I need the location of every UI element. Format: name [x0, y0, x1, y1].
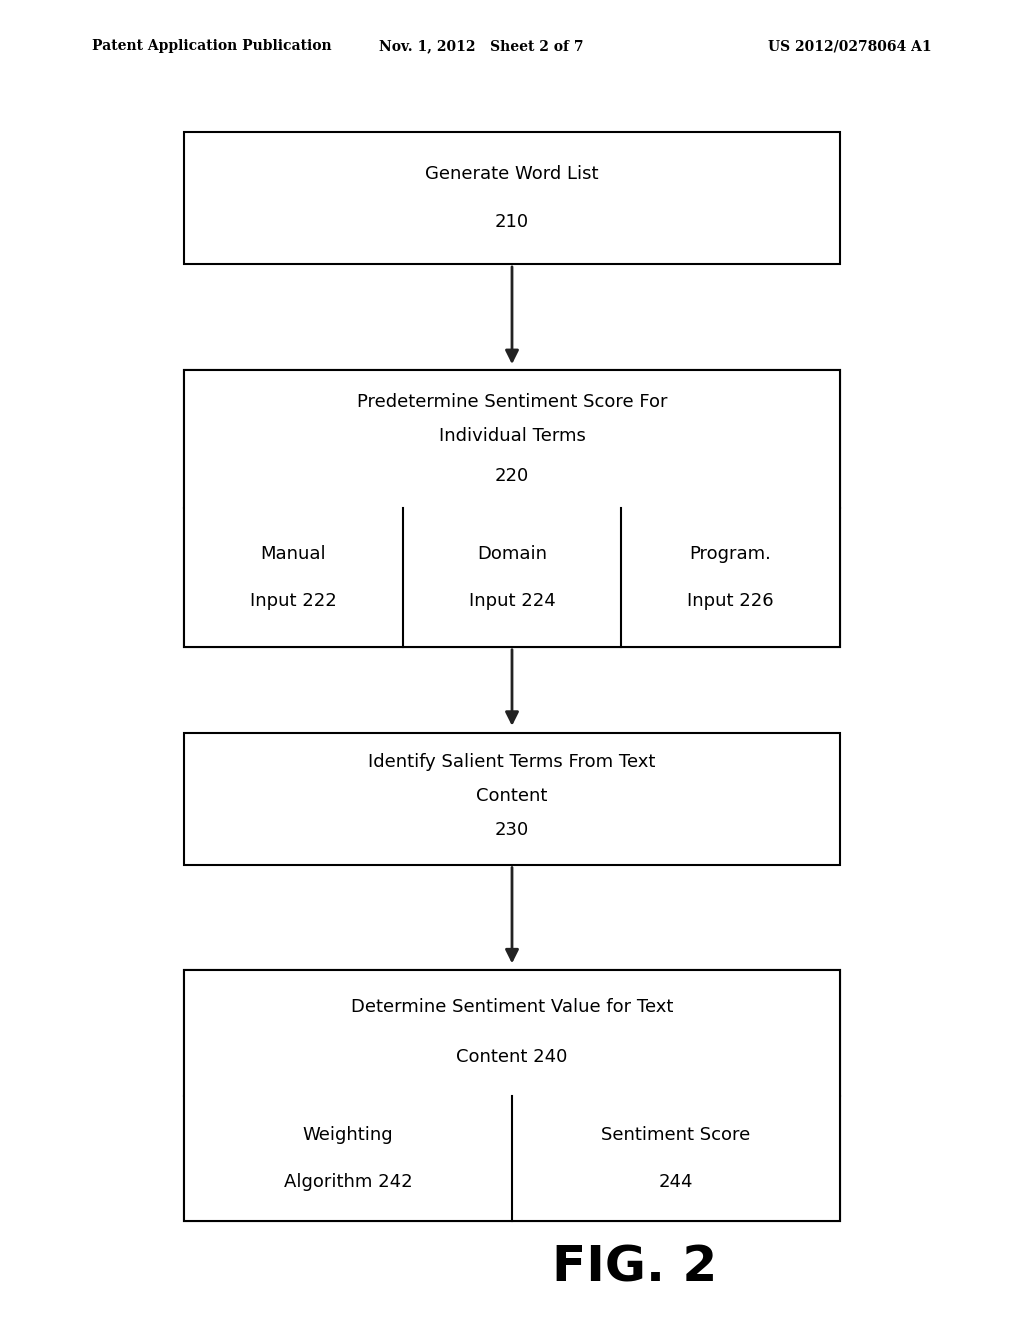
Text: Manual: Manual	[261, 545, 327, 562]
FancyBboxPatch shape	[184, 132, 840, 264]
Text: US 2012/0278064 A1: US 2012/0278064 A1	[768, 40, 932, 53]
Text: Content 240: Content 240	[457, 1048, 567, 1065]
Text: Input 226: Input 226	[687, 593, 774, 610]
Text: Patent Application Publication: Patent Application Publication	[92, 40, 332, 53]
Text: FIG. 2: FIG. 2	[552, 1243, 718, 1291]
FancyBboxPatch shape	[184, 970, 840, 1096]
Text: Determine Sentiment Value for Text: Determine Sentiment Value for Text	[351, 998, 673, 1015]
Text: Algorithm 242: Algorithm 242	[284, 1173, 413, 1191]
Text: Input 222: Input 222	[250, 593, 337, 610]
Text: Generate Word List: Generate Word List	[425, 165, 599, 183]
FancyBboxPatch shape	[184, 370, 840, 508]
FancyBboxPatch shape	[184, 733, 840, 865]
FancyBboxPatch shape	[184, 1096, 840, 1221]
FancyBboxPatch shape	[184, 370, 840, 647]
FancyBboxPatch shape	[184, 970, 840, 1221]
Text: Sentiment Score: Sentiment Score	[601, 1126, 751, 1143]
Text: Individual Terms: Individual Terms	[438, 428, 586, 445]
Text: Nov. 1, 2012   Sheet 2 of 7: Nov. 1, 2012 Sheet 2 of 7	[379, 40, 584, 53]
Text: Predetermine Sentiment Score For: Predetermine Sentiment Score For	[356, 393, 668, 411]
Text: Program.: Program.	[689, 545, 771, 562]
Text: 244: 244	[658, 1173, 693, 1191]
Text: Weighting: Weighting	[303, 1126, 393, 1143]
Text: 210: 210	[495, 213, 529, 231]
Text: 230: 230	[495, 821, 529, 840]
FancyBboxPatch shape	[184, 508, 840, 647]
Text: Domain: Domain	[477, 545, 547, 562]
Text: 220: 220	[495, 467, 529, 484]
Text: Input 224: Input 224	[469, 593, 555, 610]
Text: Identify Salient Terms From Text: Identify Salient Terms From Text	[369, 752, 655, 771]
Text: Content: Content	[476, 787, 548, 805]
